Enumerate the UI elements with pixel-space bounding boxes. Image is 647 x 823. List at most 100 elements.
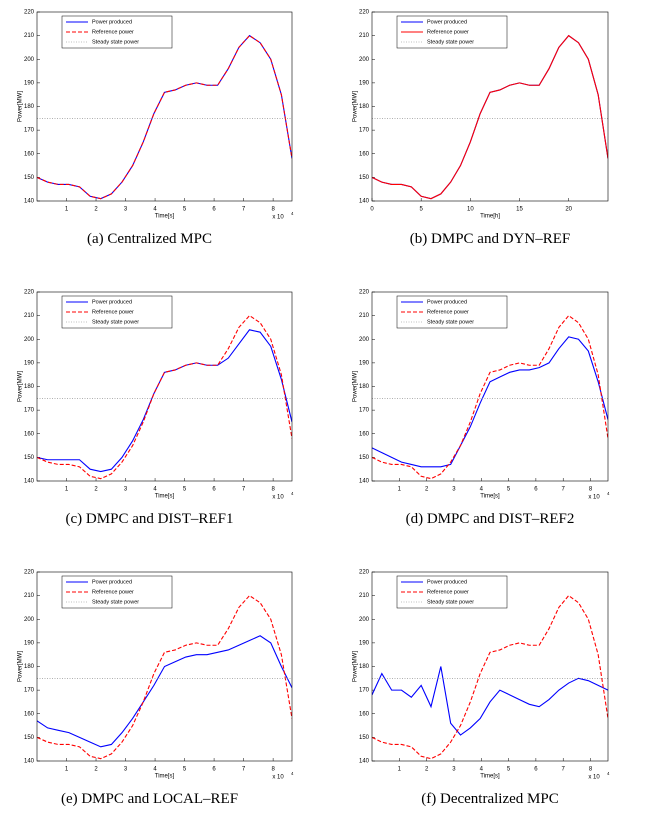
y-tick-label: 190 <box>24 80 35 86</box>
axes-frame <box>371 571 609 762</box>
y-tick-label: 220 <box>24 10 35 16</box>
y-tick-label: 190 <box>24 640 35 646</box>
y-tick-label: 140 <box>359 759 370 765</box>
y-tick-label: 220 <box>24 290 35 296</box>
x-tick-label: 2 <box>94 487 98 493</box>
legend-label: Steady state power <box>92 39 139 45</box>
legend-label: Power produced <box>92 299 132 305</box>
series-line <box>37 34 292 200</box>
x-axis-label: Time[s] <box>480 774 500 780</box>
x-tick-label: 6 <box>212 767 216 773</box>
x-tick-label: 4 <box>480 487 484 493</box>
y-axis-label: Power[MW] <box>18 651 24 682</box>
caption: (f) Decentralized MPC <box>421 791 558 807</box>
x-tick-label: 3 <box>124 207 128 213</box>
y-tick-label: 200 <box>359 57 370 63</box>
y-tick-label: 220 <box>359 10 370 16</box>
x-tick-label: 4 <box>153 487 157 493</box>
x-tick-label: 7 <box>562 767 566 773</box>
x-tick-label: 10 <box>467 207 474 213</box>
y-tick-label: 200 <box>359 617 370 623</box>
y-tick-label: 150 <box>359 455 370 461</box>
axes-frame <box>36 11 293 202</box>
x-tick-label: 4 <box>153 207 157 213</box>
x-scale-exponent: 4 <box>607 771 610 776</box>
series-line <box>37 329 292 473</box>
series-line <box>37 635 292 748</box>
axes-frame <box>371 291 609 482</box>
x-tick-label: 5 <box>183 207 187 213</box>
legend-label: Steady state power <box>427 599 474 605</box>
caption: (b) DMPC and DYN–REF <box>410 231 570 247</box>
series-line <box>372 34 608 200</box>
y-tick-label: 180 <box>359 104 370 110</box>
y-tick-label: 180 <box>359 664 370 670</box>
x-scale-exponent: 4 <box>291 491 294 496</box>
x-tick-label: 6 <box>534 487 538 493</box>
y-tick-label: 210 <box>24 33 35 39</box>
x-tick-label: 15 <box>516 207 523 213</box>
y-tick-label: 140 <box>24 199 35 205</box>
y-tick-label: 220 <box>24 570 35 576</box>
x-scale-label: x 10 <box>588 495 600 501</box>
x-scale-label: x 10 <box>588 775 600 781</box>
x-tick-label: 1 <box>398 487 402 493</box>
y-tick-label: 140 <box>359 199 370 205</box>
legend-label: Reference power <box>92 309 134 315</box>
caption: (d) DMPC and DIST–REF2 <box>406 511 575 527</box>
y-tick-label: 170 <box>24 128 35 134</box>
y-axis-label: Power[MW] <box>353 371 359 402</box>
x-axis-label: Time[s] <box>155 774 175 780</box>
y-tick-label: 190 <box>359 640 370 646</box>
y-tick-label: 200 <box>24 57 35 63</box>
x-tick-label: 3 <box>124 487 128 493</box>
y-tick-label: 150 <box>359 735 370 741</box>
y-tick-label: 170 <box>359 128 370 134</box>
y-tick-label: 180 <box>359 384 370 390</box>
legend-label: Reference power <box>92 589 134 595</box>
x-tick-label: 1 <box>65 207 69 213</box>
x-tick-label: 4 <box>153 767 157 773</box>
y-tick-label: 200 <box>24 617 35 623</box>
y-tick-label: 220 <box>359 290 370 296</box>
x-scale-label: x 10 <box>272 495 284 501</box>
x-tick-label: 3 <box>452 767 456 773</box>
x-tick-label: 5 <box>183 487 187 493</box>
y-tick-label: 170 <box>24 408 35 414</box>
y-tick-label: 210 <box>359 313 370 319</box>
x-tick-label: 6 <box>534 767 538 773</box>
caption: (a) Centralized MPC <box>87 231 212 247</box>
x-tick-label: 20 <box>565 207 572 213</box>
legend-label: Reference power <box>427 589 469 595</box>
subplot: 140 150 160 170 180 190 200 210 220 1 2 3 4 5 6 7 8 Power… <box>18 290 294 527</box>
subplot: 140 150 160 170 180 190 200 210 220 0 5 10 15 20 Power… <box>353 10 609 247</box>
series-line <box>37 314 292 480</box>
axes-frame <box>36 291 293 482</box>
x-tick-label: 5 <box>507 487 511 493</box>
caption: (c) DMPC and DIST–REF1 <box>66 511 234 527</box>
y-tick-label: 180 <box>24 104 35 110</box>
x-tick-label: 6 <box>212 207 216 213</box>
x-scale-exponent: 4 <box>291 771 294 776</box>
legend-label: Power produced <box>92 579 132 585</box>
series-line <box>372 314 608 480</box>
x-tick-label: 7 <box>242 767 246 773</box>
y-tick-label: 140 <box>24 479 35 485</box>
y-tick-label: 180 <box>24 384 35 390</box>
y-axis-label: Power[MW] <box>18 91 24 122</box>
legend-label: Reference power <box>427 309 469 315</box>
y-tick-label: 210 <box>359 593 370 599</box>
series-line <box>372 594 608 760</box>
axes-frame <box>36 571 293 762</box>
y-tick-label: 190 <box>359 360 370 366</box>
legend-label: Steady state power <box>427 39 474 45</box>
x-tick-label: 2 <box>425 487 429 493</box>
legend-label: Power produced <box>427 299 467 305</box>
y-axis-label: Power[MW] <box>18 371 24 402</box>
y-tick-label: 190 <box>359 80 370 86</box>
x-tick-label: 8 <box>271 207 275 213</box>
x-tick-label: 2 <box>94 207 98 213</box>
y-tick-label: 190 <box>24 360 35 366</box>
x-tick-label: 2 <box>94 767 98 773</box>
